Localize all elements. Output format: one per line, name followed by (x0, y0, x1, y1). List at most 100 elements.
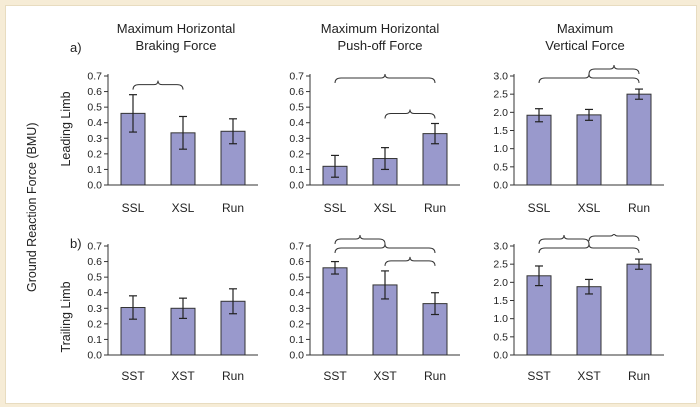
chart-b2: 0.0 0.1 0.2 0.3 0.4 0.5 0.6 0.7 SST XST Run (289, 234, 460, 383)
y-tick-label: 0.3 (87, 133, 102, 145)
category-label: SST (323, 369, 347, 383)
y-tick-label: 0.2 (87, 318, 102, 330)
bar (526, 275, 552, 356)
title-line: Maximum Horizontal (320, 21, 440, 36)
bar (526, 114, 552, 186)
y-tick-label: 0.6 (87, 256, 102, 268)
y-tick-label: 0.5 (289, 102, 304, 114)
y-tick-label: 0.0 (493, 350, 508, 362)
chart-a1: 0.0 0.1 0.2 0.3 0.4 0.5 0.6 0.7 SSL XSL Run (87, 71, 258, 215)
y-tick-label: 2.0 (493, 107, 508, 119)
category-label: Run (628, 201, 650, 215)
y-tick-label: 0.7 (87, 241, 102, 253)
y-tick-label: 0.6 (289, 256, 304, 268)
category-label: SST (527, 369, 551, 383)
significance-brace (538, 243, 640, 254)
category-label: XST (577, 369, 601, 383)
y-tick-label: 3.0 (493, 71, 508, 83)
significance-brace (538, 73, 640, 84)
y-tick-label: 2.0 (493, 277, 508, 289)
y-tick-label: 0.2 (87, 148, 102, 160)
title-line: Braking Force (135, 38, 217, 53)
y-tick-label: 0.1 (289, 164, 304, 176)
title-line: Maximum Horizontal (116, 21, 236, 36)
y-tick-label: 2.5 (493, 259, 508, 271)
title-line: Maximum (556, 21, 614, 36)
y-tick-label: 1.0 (493, 313, 508, 325)
category-label: SSL (122, 201, 145, 215)
category-label: SST (121, 369, 145, 383)
y-tick-label: 0.2 (289, 318, 304, 330)
y-tick-label: 0.4 (289, 287, 304, 299)
chart-b3: 0.0 0.5 1.0 1.5 2.0 2.5 3.0 SST XST Run (493, 234, 664, 383)
y-tick-label: 0.7 (289, 241, 304, 253)
y-tick-label: 0.3 (87, 303, 102, 315)
chart-b1: 0.0 0.1 0.2 0.3 0.4 0.5 0.6 0.7 SST XST Run (87, 241, 258, 383)
y-tick-label: 0.1 (289, 334, 304, 346)
y-tick-label: 0.7 (289, 71, 304, 83)
y-tick-label: 0.3 (289, 303, 304, 315)
bar (626, 263, 652, 356)
y-tick-label: 3.0 (493, 241, 508, 253)
category-label: XSL (172, 201, 195, 215)
bar (576, 114, 602, 186)
title-vertical: Maximum Vertical Force (485, 20, 685, 54)
y-tick-label: 0.6 (87, 86, 102, 98)
y-tick-label: 1.5 (493, 295, 508, 307)
y-tick-label: 0.5 (87, 272, 102, 284)
significance-brace (334, 73, 436, 84)
bar (220, 300, 246, 356)
y-tick-label: 0.0 (87, 180, 102, 192)
significance-brace (334, 234, 386, 245)
y-tick-label: 2.5 (493, 89, 508, 101)
significance-brace (132, 80, 184, 90)
title-pushoff: Maximum Horizontal Push-off Force (280, 20, 480, 54)
y-tick-label: 0.5 (493, 161, 508, 173)
y-tick-label: 0.0 (289, 350, 304, 362)
y-tick-label: 0.4 (87, 117, 102, 129)
bar (422, 303, 448, 356)
category-label: Run (222, 201, 244, 215)
category-label: XSL (578, 201, 601, 215)
y-tick-label: 0.1 (87, 164, 102, 176)
y-tick-label: 0.4 (87, 287, 102, 299)
significance-brace (334, 243, 436, 254)
title-line: Push-off Force (337, 38, 423, 53)
y-tick-label: 1.5 (493, 125, 508, 137)
significance-brace (538, 234, 590, 245)
significance-brace (384, 256, 436, 266)
category-label: Run (424, 201, 446, 215)
y-tick-label: 0.6 (289, 86, 304, 98)
bar (576, 286, 602, 356)
y-tick-label: 0.5 (493, 331, 508, 343)
y-tick-label: 0.2 (289, 148, 304, 160)
significance-brace (384, 109, 436, 119)
row-b-letter: b) (70, 236, 82, 251)
category-label: XST (171, 369, 195, 383)
significance-brace (588, 64, 640, 75)
y-tick-label: 0.5 (87, 102, 102, 114)
y-tick-label: 0.4 (289, 117, 304, 129)
y-tick-label: 1.0 (493, 143, 508, 155)
row-a-letter: a) (70, 40, 82, 55)
category-label: SSL (324, 201, 347, 215)
category-label: XST (373, 369, 397, 383)
y-tick-label: 0.7 (87, 71, 102, 83)
y-tick-label: 0.1 (87, 334, 102, 346)
category-label: XSL (374, 201, 397, 215)
bar (626, 93, 652, 186)
chart-a2: 0.0 0.1 0.2 0.3 0.4 0.5 0.6 0.7 SSL XSL Run (289, 71, 460, 215)
category-label: SSL (528, 201, 551, 215)
y-tick-label: 0.5 (289, 272, 304, 284)
title-line: Vertical Force (545, 38, 625, 53)
category-label: Run (222, 369, 244, 383)
bar (322, 267, 348, 356)
y-axis-label: Ground Reaction Force (BMU) (25, 122, 39, 292)
y-tick-label: 0.0 (87, 350, 102, 362)
chart-a3: 0.0 0.5 1.0 1.5 2.0 2.5 3.0 SSL XSL Run (493, 64, 664, 215)
y-tick-label: 0.0 (289, 180, 304, 192)
y-tick-label: 0.0 (493, 180, 508, 192)
category-label: Run (628, 369, 650, 383)
title-braking: Maximum Horizontal Braking Force (76, 20, 276, 54)
